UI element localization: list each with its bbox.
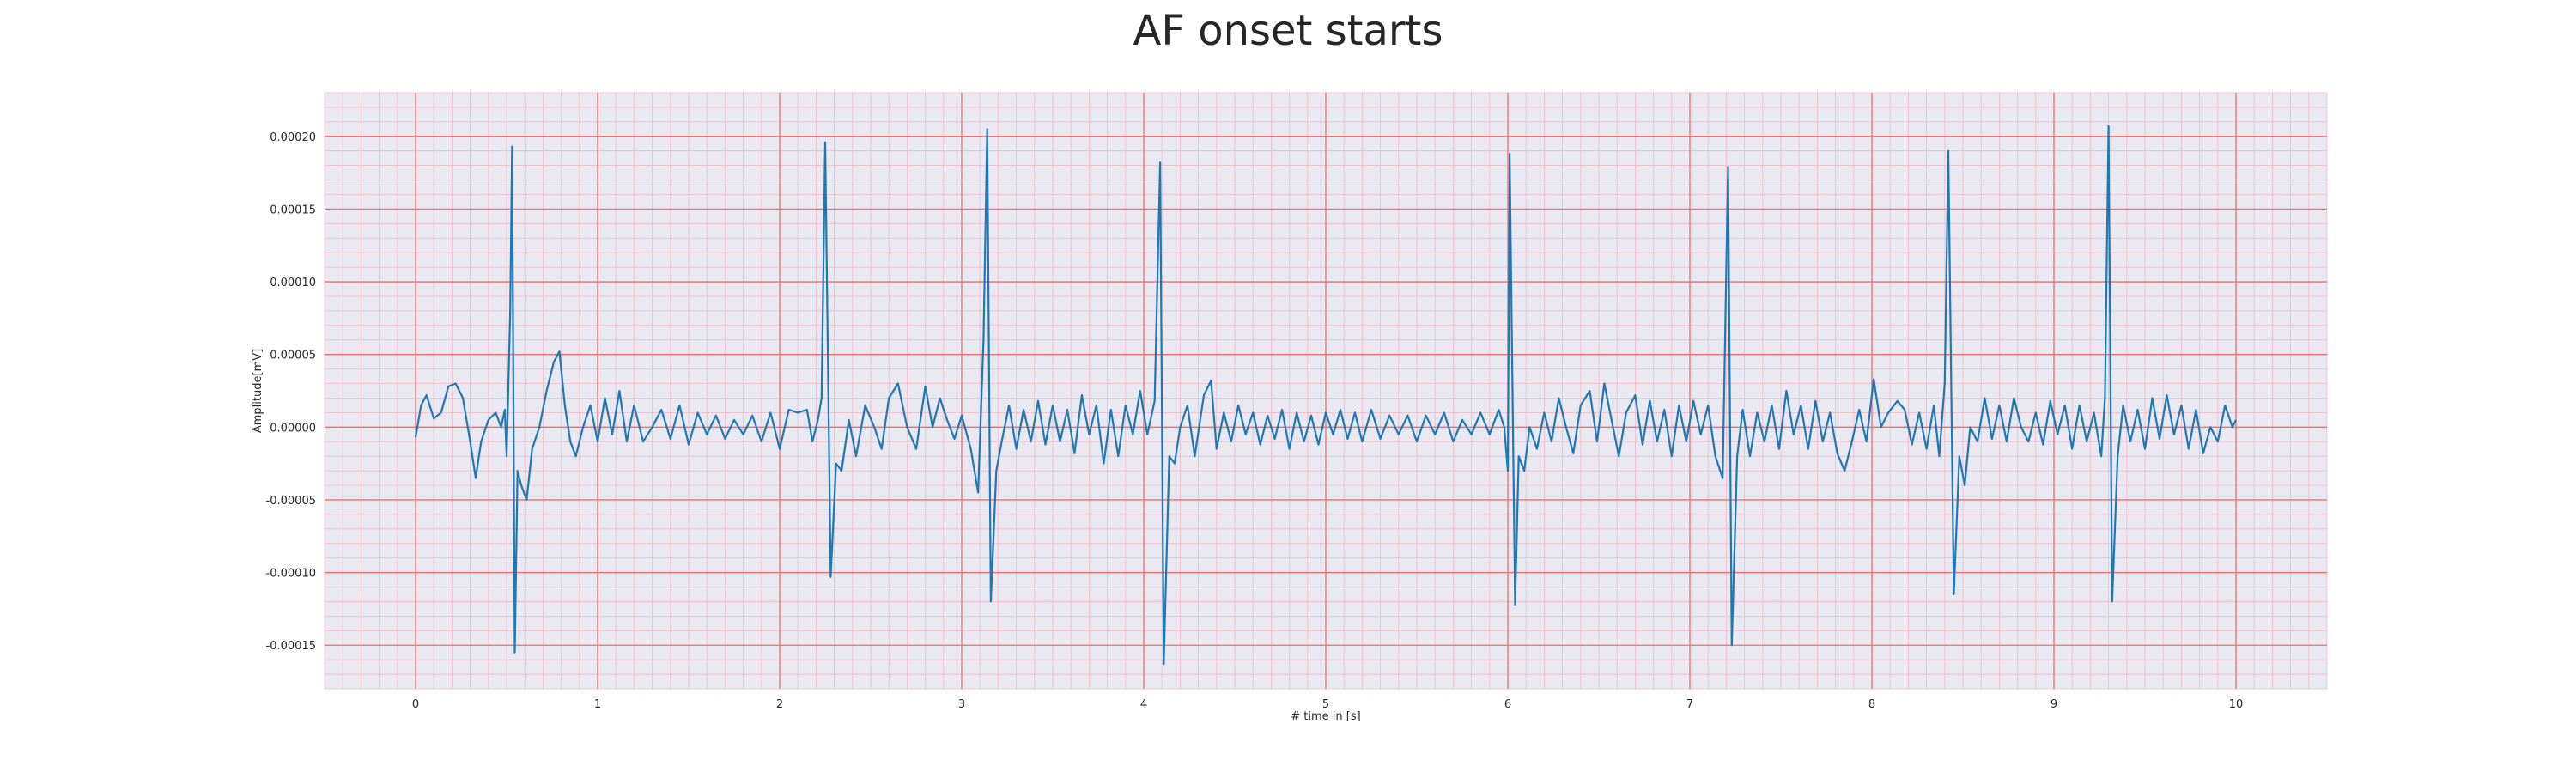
x-tick-label: 0 [412,698,419,711]
x-axis-label: # time in [s] [1291,710,1360,723]
y-tick-label: 0.00000 [270,422,316,435]
y-tick-label: -0.00015 [266,640,316,653]
y-tick-label: 0.00005 [270,350,316,362]
x-tick-label: 2 [776,698,783,711]
y-tick-label: 0.00010 [270,277,316,289]
chart-title: AF onset starts [1133,7,1443,55]
major-grid [325,93,2327,689]
x-tick-label: 5 [1322,698,1329,711]
y-tick-label: 0.00020 [270,131,316,144]
y-axis-label: Amplitude[mV] [252,349,264,433]
x-axis: 0 1 2 3 4 5 6 7 8 9 10 [412,698,2243,711]
x-tick-label: 9 [2050,698,2057,711]
y-tick-label: -0.00010 [266,568,316,581]
x-tick-label: 4 [1140,698,1147,711]
x-tick-label: 10 [2229,698,2244,711]
x-tick-label: 7 [1686,698,1693,711]
x-tick-label: 8 [1868,698,1875,711]
x-tick-label: 1 [594,698,601,711]
x-tick-label: 6 [1504,698,1511,711]
y-tick-label: -0.00005 [266,495,316,508]
series-line [414,125,2237,666]
x-tick-label: 3 [958,698,965,711]
y-axis: 0.00020 0.00015 0.00010 0.00005 0.00000 -0.00… [266,131,316,653]
y-tick-label: 0.00015 [270,204,316,216]
